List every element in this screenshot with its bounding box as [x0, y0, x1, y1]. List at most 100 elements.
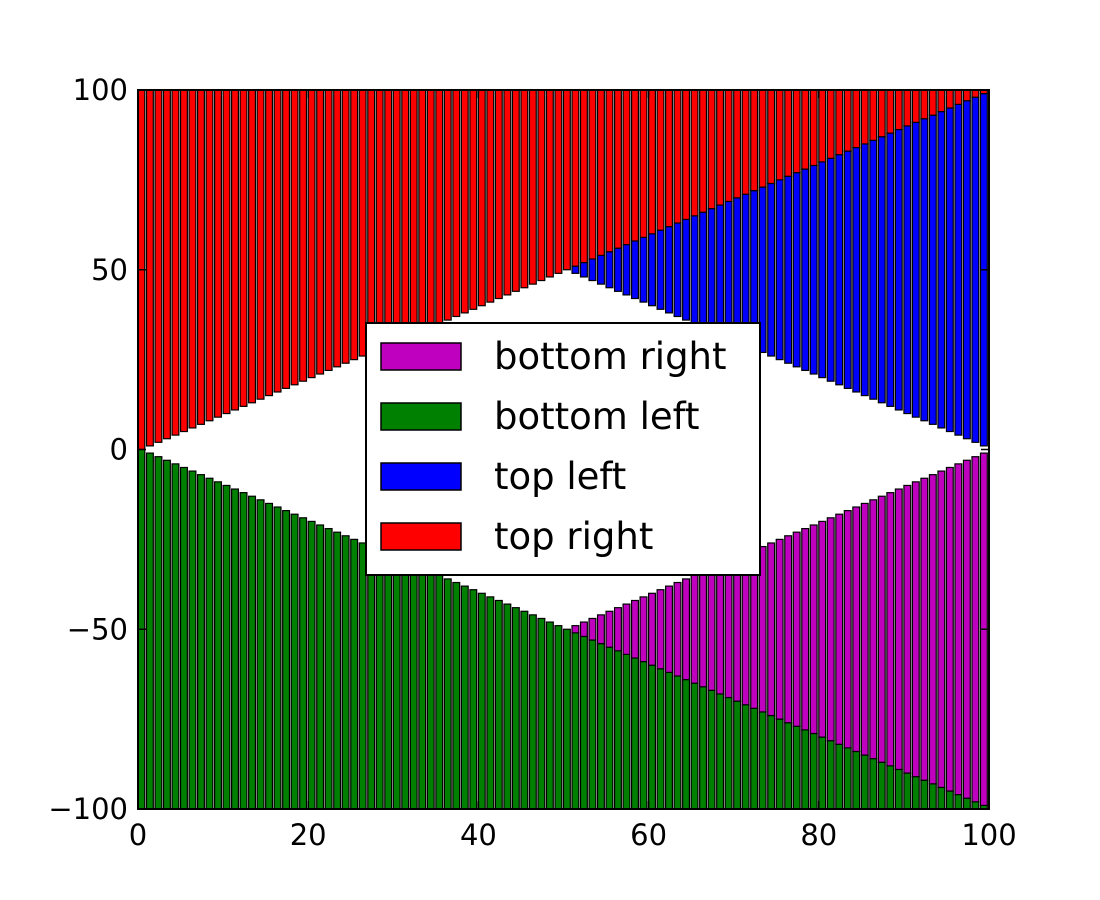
- x-tick-label: 0: [129, 818, 147, 852]
- bar-top-right: [579, 89, 588, 264]
- bar-top-right: [188, 89, 197, 429]
- bar-top-right: [486, 89, 495, 303]
- bar-bottom-left: [801, 729, 810, 810]
- bar-top-right: [231, 89, 240, 411]
- bar-top-right: [630, 89, 639, 242]
- bar-bottom-left: [962, 797, 971, 810]
- bar-top-left: [724, 200, 733, 339]
- bar-top-left: [605, 251, 614, 289]
- bar-top-left: [588, 258, 597, 282]
- bar-top-right: [741, 89, 750, 195]
- bar-top-left: [767, 182, 776, 357]
- bar-bottom-left: [647, 664, 657, 810]
- bar-top-right: [835, 89, 844, 156]
- bar-top-right: [699, 89, 708, 213]
- bar-top-right: [426, 89, 435, 328]
- bar-top-right: [775, 89, 784, 181]
- bar-top-left: [877, 136, 886, 404]
- bar-top-right: [545, 89, 554, 278]
- bar-bottom-right: [818, 520, 827, 738]
- bar-bottom-right: [801, 527, 810, 731]
- bar-bottom-left: [452, 581, 461, 810]
- bar-bottom-left: [699, 686, 708, 810]
- bar-top-right: [596, 89, 605, 256]
- bar-top-left: [971, 96, 980, 443]
- bar-top-right: [962, 89, 971, 102]
- bar-bottom-left: [333, 531, 342, 810]
- bar-bottom-left: [945, 790, 954, 810]
- bar-bottom-left: [767, 714, 776, 810]
- bar-top-right: [358, 89, 367, 357]
- bar-top-right: [869, 89, 878, 141]
- y-tick-label: 0: [110, 433, 128, 467]
- bar-bottom-right: [571, 625, 580, 634]
- bar-top-left: [954, 103, 963, 436]
- bar-bottom-right: [690, 574, 699, 684]
- bar-top-right: [554, 89, 563, 274]
- bar-top-right: [248, 89, 257, 404]
- bar-bottom-right: [673, 581, 682, 677]
- bar-bottom-left: [775, 718, 784, 810]
- bar-bottom-right: [588, 617, 597, 641]
- bar-top-left: [775, 179, 784, 361]
- bar-bottom-left: [162, 459, 171, 810]
- bar-top-right: [145, 89, 154, 447]
- bar-bottom-right: [945, 466, 954, 792]
- y-tick-label: 50: [91, 253, 128, 287]
- bar-bottom-right: [758, 545, 767, 713]
- bar-top-right: [971, 89, 980, 98]
- bar-top-right: [784, 89, 793, 177]
- bar-top-right: [818, 89, 827, 163]
- bar-bottom-left: [545, 621, 554, 810]
- bar-bottom-left: [367, 545, 376, 810]
- x-tick-label: 100: [961, 818, 1016, 852]
- bar-top-right: [299, 89, 308, 382]
- legend-label-bottom-left: bottom left: [494, 395, 700, 438]
- x-tick-label: 40: [460, 818, 497, 852]
- bar-bottom-left: [877, 761, 886, 810]
- bar-bottom-right: [767, 542, 776, 717]
- bar-top-left: [792, 172, 801, 368]
- bar-bottom-right: [928, 474, 937, 785]
- bar-top-right: [656, 89, 665, 231]
- bar-bottom-left: [179, 466, 188, 810]
- bar-top-left: [886, 132, 895, 407]
- bar-bottom-left: [809, 732, 818, 810]
- bar-bottom-left: [971, 801, 980, 810]
- bar-bottom-right: [716, 563, 725, 695]
- bar-top-left: [579, 261, 588, 278]
- bar-top-right: [639, 89, 648, 238]
- bar-top-left: [826, 157, 835, 382]
- bar-top-left: [733, 197, 742, 343]
- bar-top-right: [647, 89, 657, 235]
- bar-bottom-left: [239, 492, 248, 810]
- bar-top-left: [784, 175, 793, 364]
- bar-bottom-left: [792, 725, 801, 810]
- bar-top-right: [920, 89, 929, 120]
- legend-swatch-top-right: [380, 522, 462, 551]
- bar-bottom-left: [384, 553, 393, 810]
- bar-top-right: [239, 89, 248, 407]
- bar-top-left: [801, 168, 810, 372]
- bar-bottom-right: [647, 592, 657, 666]
- bar-top-right: [282, 89, 291, 389]
- bar-top-right: [333, 89, 342, 368]
- bar-bottom-left: [579, 635, 588, 810]
- bar-top-right: [894, 89, 903, 131]
- bar-top-left: [682, 218, 691, 321]
- bar-bottom-left: [656, 668, 665, 810]
- bar-bottom-right: [843, 510, 852, 749]
- bar-bottom-left: [290, 513, 299, 810]
- bar-top-right: [213, 89, 222, 418]
- bar-bottom-left: [937, 786, 946, 810]
- y-tick-label: 100: [73, 73, 128, 107]
- bar-top-right: [767, 89, 776, 185]
- legend: bottom right bottom left top left top right: [365, 322, 761, 576]
- bar-bottom-left: [248, 495, 257, 810]
- bar-top-right: [196, 89, 205, 425]
- legend-swatch-bottom-right: [380, 342, 462, 371]
- bar-bottom-left: [682, 678, 691, 810]
- bar-bottom-left: [409, 563, 418, 810]
- y-tick-label: −50: [67, 612, 128, 646]
